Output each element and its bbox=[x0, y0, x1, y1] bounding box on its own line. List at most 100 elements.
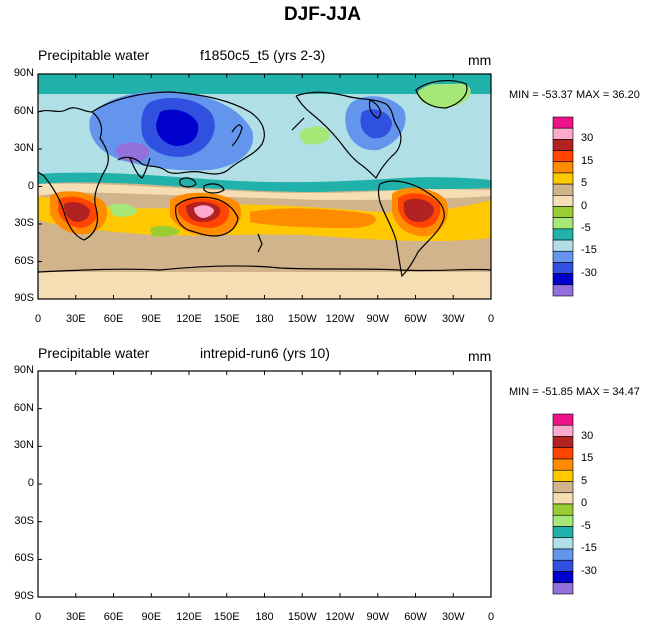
panel-1-lat-tick-label: 90N bbox=[13, 67, 34, 79]
colorbar-2-label: 30 bbox=[581, 429, 594, 442]
panel-2-lon-tick-label: 60W bbox=[404, 611, 427, 623]
panel-2-lon-tick-label: 90W bbox=[366, 611, 390, 623]
colorbar-swatch bbox=[552, 139, 574, 151]
panel-1-lon-tick-label: 180 bbox=[255, 313, 274, 325]
colorbar-swatch bbox=[552, 183, 574, 196]
panel-1-lon-tick-label: 90W bbox=[366, 313, 390, 325]
colorbar-swatch bbox=[552, 559, 574, 572]
colorbar-swatch bbox=[552, 161, 574, 174]
colorbar-swatch bbox=[552, 413, 574, 426]
panel-2-minmax: MIN = -51.85 MAX = 34.47 bbox=[509, 386, 640, 398]
panel-1-lon-tick-label: 0 bbox=[34, 313, 42, 325]
colorbar-swatch bbox=[552, 239, 574, 252]
colorbar-swatch bbox=[552, 492, 574, 505]
panel-1-lon-tick-label: 30W bbox=[441, 313, 465, 325]
colorbar-swatch bbox=[552, 273, 574, 286]
panel-1-case: f1850c5_t5 (yrs 2-3) bbox=[200, 47, 326, 63]
colorbar-swatch bbox=[552, 469, 574, 482]
figure-title: DJF-JJA bbox=[283, 4, 362, 25]
colorbar-1-label: -15 bbox=[581, 244, 597, 257]
panel-1-lat-tick-label: 60N bbox=[13, 104, 34, 117]
panel-2-frame bbox=[37, 370, 492, 598]
panel-2-lon-tick-label: 120E bbox=[176, 611, 202, 623]
colorbar-swatch bbox=[552, 116, 574, 129]
colorbar-1-label: -30 bbox=[581, 266, 597, 279]
colorbar-swatch bbox=[552, 195, 574, 207]
colorbar-swatch bbox=[552, 447, 574, 460]
panel-1-lon-tick-label: 150W bbox=[287, 313, 317, 325]
colorbar-swatch bbox=[552, 548, 574, 561]
colorbar-1-label: 15 bbox=[581, 154, 594, 167]
panel-2-lon-tick-label: 90E bbox=[141, 611, 162, 623]
colorbar-swatch bbox=[552, 571, 574, 584]
colorbar-swatch bbox=[552, 284, 574, 297]
panel-1-lon-tick-label: 120E bbox=[176, 313, 202, 325]
colorbar-swatch bbox=[552, 458, 574, 471]
panel-2-units: mm bbox=[468, 348, 492, 364]
colorbar-swatch bbox=[552, 127, 574, 140]
panel-1-lon-tick-label: 30E bbox=[65, 313, 86, 325]
panel-2-lat-tick-label: 90N bbox=[13, 364, 34, 376]
panel-2-variable: Precipitable water bbox=[38, 345, 150, 361]
panel-2-lon-tick-label: 30W bbox=[441, 611, 465, 623]
panel-1-lat-tick-label: 30S bbox=[14, 217, 34, 229]
colorbar-1-label: -5 bbox=[581, 221, 591, 234]
panel-2-lat-tick-label: 30N bbox=[13, 439, 34, 452]
axis-tick-marks bbox=[37, 73, 492, 598]
panel-1-lat-tick-label: 60S bbox=[14, 254, 34, 267]
panel-1-minmax: MIN = -53.37 MAX = 36.20 bbox=[509, 89, 640, 101]
colorbar-swatch bbox=[552, 262, 574, 274]
panel-2-colorbar bbox=[552, 413, 574, 595]
panel-2-field bbox=[38, 371, 491, 597]
panel-1-variable: Precipitable water bbox=[38, 47, 150, 63]
panel-2-lon-tick-label: 150E bbox=[213, 611, 240, 623]
panel-2-lon-tick-label: 150W bbox=[287, 611, 317, 623]
panel-1-lon-tick-label: 60W bbox=[404, 313, 427, 325]
colorbar-2-label: 0 bbox=[581, 497, 588, 509]
panel-2-case: intrepid-run6 (yrs 10) bbox=[200, 345, 330, 361]
colorbar-2-label: 5 bbox=[581, 474, 588, 487]
panel-1-lon-tick-label: 90E bbox=[141, 313, 162, 325]
panel-2-lon-tick-label: 30E bbox=[65, 611, 86, 623]
panel-1-field bbox=[38, 74, 491, 299]
panel-2-lon-tick-label: 120W bbox=[325, 611, 355, 623]
colorbar-swatch bbox=[552, 228, 574, 241]
colorbar-2-label: -5 bbox=[581, 519, 591, 532]
colorbar-2-label: -30 bbox=[581, 564, 597, 577]
panel-1-lon-tick-label: 150E bbox=[213, 313, 240, 325]
colorbar-1-label: 30 bbox=[581, 132, 594, 145]
colorbar-swatch bbox=[552, 526, 574, 539]
panel-2-lon-tick-label: 0 bbox=[34, 611, 42, 623]
panel-1-lat-tick-label: 30N bbox=[13, 142, 34, 154]
colorbar-2-label: -15 bbox=[581, 542, 597, 554]
panel-2-lat-tick-label: 60N bbox=[13, 401, 34, 414]
panel-1-coastlines bbox=[38, 80, 491, 278]
colorbar-swatch bbox=[552, 217, 574, 230]
panel-1-lat-tick-label: 90S bbox=[14, 292, 34, 304]
panel-1-lon-tick-label: 0 bbox=[487, 313, 495, 325]
colorbar-1-label: 5 bbox=[581, 177, 588, 190]
panel-2-lon-tick-label: 60E bbox=[103, 611, 124, 623]
panel-1-colorbar bbox=[552, 116, 574, 297]
colorbar-swatch bbox=[552, 206, 574, 218]
panel-2-lat-tick-label: 60S bbox=[14, 552, 34, 565]
colorbar-1-label: 0 bbox=[581, 199, 588, 212]
colorbar-swatch bbox=[552, 582, 574, 595]
panel-1-units: mm bbox=[468, 52, 492, 68]
panel-2-lon-tick-label: 180 bbox=[255, 611, 274, 623]
colorbar-swatch bbox=[552, 481, 574, 494]
panel-1-lon-tick-label: 60E bbox=[103, 313, 124, 325]
colorbar-swatch bbox=[552, 436, 574, 449]
colorbar-swatch bbox=[552, 172, 574, 185]
panel-2-coastlines bbox=[38, 378, 491, 573]
colorbar-swatch bbox=[552, 503, 574, 516]
colorbar-swatch bbox=[552, 150, 574, 163]
panel-2-lat-tick-label: 30S bbox=[14, 514, 34, 527]
panel-1-lon-tick-label: 120W bbox=[325, 313, 355, 325]
panel-2-lon-tick-label: 0 bbox=[487, 611, 495, 623]
panel-2-lat-tick-label: 90S bbox=[14, 590, 34, 602]
colorbar-swatch bbox=[552, 514, 574, 527]
panel-1-lat-tick-label: 0 bbox=[27, 179, 34, 192]
colorbar-swatch bbox=[552, 537, 574, 550]
